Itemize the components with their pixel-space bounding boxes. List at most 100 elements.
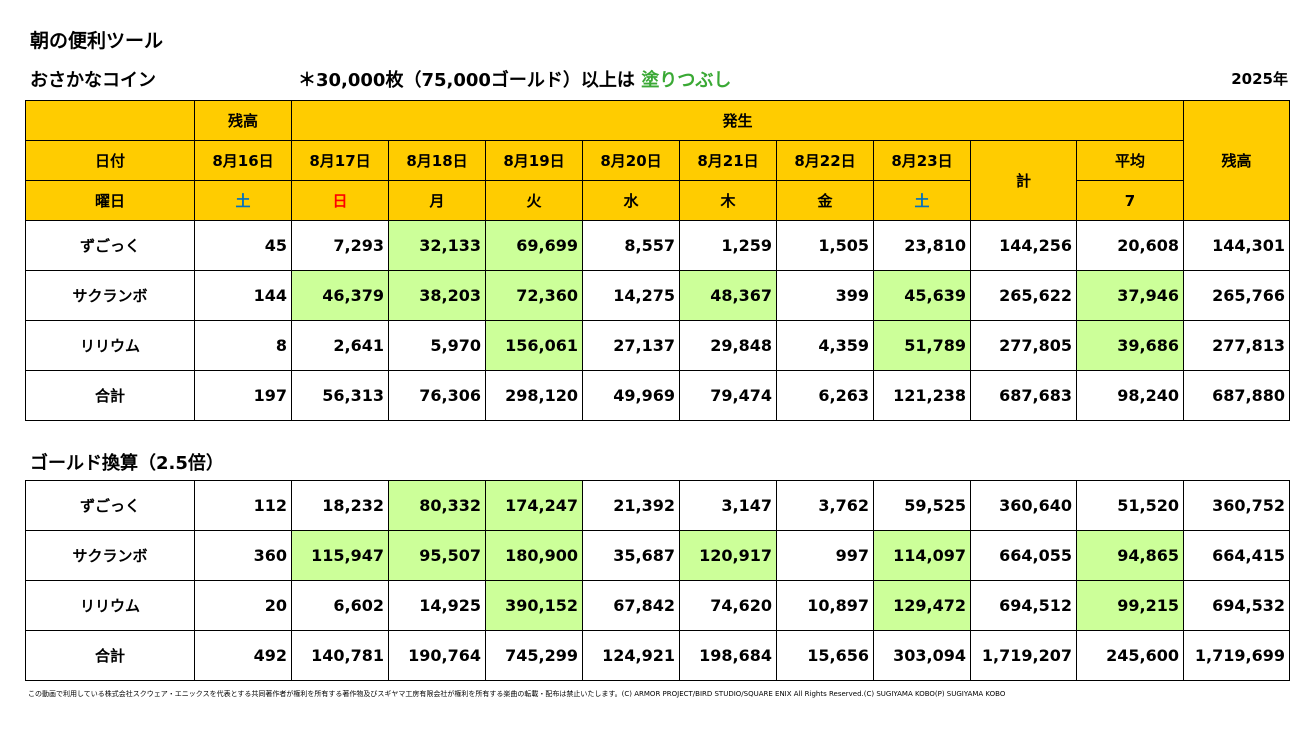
copyright-footer: この動画で利用している株式会社スクウェア・エニックスを代表とする共同著作者が権利… <box>28 690 1006 698</box>
header-date: 8月20日 <box>582 140 680 181</box>
cell: 115,947 <box>291 530 389 581</box>
cell: 6,602 <box>291 580 389 631</box>
table-row: ずごっく 112 18,232 80,332 174,247 21,392 3,… <box>25 480 1290 531</box>
total-row: 合計 197 56,313 76,306 298,120 49,969 79,4… <box>25 370 1290 421</box>
gold-table: ずごっく 112 18,232 80,332 174,247 21,392 3,… <box>25 480 1290 681</box>
cell: 664,415 <box>1183 530 1290 581</box>
cell: 51,520 <box>1076 480 1184 531</box>
year-label: 2025年 <box>1231 70 1288 88</box>
header-total: 計 <box>970 140 1077 221</box>
header-date: 8月16日 <box>194 140 292 181</box>
total-row: 合計 492 140,781 190,764 745,299 124,921 1… <box>25 630 1290 681</box>
cell: 99,215 <box>1076 580 1184 631</box>
cell: 15,656 <box>776 630 874 681</box>
cell: 4,359 <box>776 320 874 371</box>
row-name: ずごっく <box>25 220 195 271</box>
cell: 38,203 <box>388 270 486 321</box>
cell: 156,061 <box>485 320 583 371</box>
cell: 72,360 <box>485 270 583 321</box>
cell: 32,133 <box>388 220 486 271</box>
header-blank <box>25 100 195 141</box>
cell: 277,813 <box>1183 320 1290 371</box>
cell: 390,152 <box>485 580 583 631</box>
cell: 1,719,207 <box>970 630 1077 681</box>
cell: 35,687 <box>582 530 680 581</box>
cell: 59,525 <box>873 480 971 531</box>
cell: 79,474 <box>679 370 777 421</box>
cell: 399 <box>776 270 874 321</box>
cell: 277,805 <box>970 320 1077 371</box>
cell: 39,686 <box>1076 320 1184 371</box>
cell: 6,263 <box>776 370 874 421</box>
cell: 94,865 <box>1076 530 1184 581</box>
header-date: 8月22日 <box>776 140 874 181</box>
header-row-top: 残高 発生 残高 <box>25 100 1290 221</box>
cell: 45 <box>194 220 292 271</box>
row-name: ずごっく <box>25 480 195 531</box>
cell: 245,600 <box>1076 630 1184 681</box>
header-weekday: 木 <box>679 180 777 221</box>
header-weekday-label: 曜日 <box>25 180 195 221</box>
header-date-label: 日付 <box>25 140 195 181</box>
cell: 74,620 <box>679 580 777 631</box>
header-row-dates: 日付 8月16日 8月17日 8月18日 8月19日 8月20日 8月21日 8… <box>25 140 1290 221</box>
cell: 694,532 <box>1183 580 1290 631</box>
threshold-note-text: ＊30,000枚（75,000ゴールド）以上は <box>298 70 635 91</box>
cell: 114,097 <box>873 530 971 581</box>
cell: 694,512 <box>970 580 1077 631</box>
cell: 144 <box>194 270 292 321</box>
cell: 48,367 <box>679 270 777 321</box>
table-row: リリウム 20 6,602 14,925 390,152 67,842 74,6… <box>25 580 1290 631</box>
cell: 298,120 <box>485 370 583 421</box>
cell: 198,684 <box>679 630 777 681</box>
cell: 997 <box>776 530 874 581</box>
header-row-weekdays: 曜日 土 日 月 火 水 木 金 土 7 <box>25 180 1290 221</box>
header-date: 8月19日 <box>485 140 583 181</box>
header-weekday: 土 <box>873 180 971 221</box>
header-occurrence: 発生 <box>291 100 1184 141</box>
header-weekday: 金 <box>776 180 874 221</box>
cell: 49,969 <box>582 370 680 421</box>
cell: 745,299 <box>485 630 583 681</box>
table-row: サクランボ 360 115,947 95,507 180,900 35,687 … <box>25 530 1290 581</box>
cell: 3,762 <box>776 480 874 531</box>
cell: 360,752 <box>1183 480 1290 531</box>
cell: 14,925 <box>388 580 486 631</box>
row-name: 合計 <box>25 630 195 681</box>
row-name: サクランボ <box>25 530 195 581</box>
cell: 5,970 <box>388 320 486 371</box>
header-weekday: 土 <box>194 180 292 221</box>
threshold-note: ＊30,000枚（75,000ゴールド）以上は 塗りつぶし <box>298 66 731 92</box>
cell: 18,232 <box>291 480 389 531</box>
coin-table: 残高 発生 残高 日付 8月16日 8月17日 8月18日 8月19日 8月20… <box>25 100 1290 421</box>
row-name: リリウム <box>25 320 195 371</box>
cell: 129,472 <box>873 580 971 631</box>
cell: 687,683 <box>970 370 1077 421</box>
coin-subtitle: おさかなコイン <box>30 70 156 91</box>
cell: 8 <box>194 320 292 371</box>
cell: 144,301 <box>1183 220 1290 271</box>
cell: 95,507 <box>388 530 486 581</box>
cell: 1,259 <box>679 220 777 271</box>
cell: 144,256 <box>970 220 1077 271</box>
row-name: 合計 <box>25 370 195 421</box>
cell: 45,639 <box>873 270 971 321</box>
cell: 23,810 <box>873 220 971 271</box>
cell: 664,055 <box>970 530 1077 581</box>
cell: 1,505 <box>776 220 874 271</box>
cell: 174,247 <box>485 480 583 531</box>
page-title: 朝の便利ツール <box>30 30 164 52</box>
header-weekday: 火 <box>485 180 583 221</box>
threshold-note-highlight: 塗りつぶし <box>641 70 732 91</box>
cell: 14,275 <box>582 270 680 321</box>
cell: 10,897 <box>776 580 874 631</box>
cell: 29,848 <box>679 320 777 371</box>
cell: 197 <box>194 370 292 421</box>
header-final-balance: 残高 <box>1183 100 1290 221</box>
cell: 67,842 <box>582 580 680 631</box>
cell: 265,622 <box>970 270 1077 321</box>
cell: 121,238 <box>873 370 971 421</box>
row-name: リリウム <box>25 580 195 631</box>
header-weekday: 日 <box>291 180 389 221</box>
cell: 80,332 <box>388 480 486 531</box>
